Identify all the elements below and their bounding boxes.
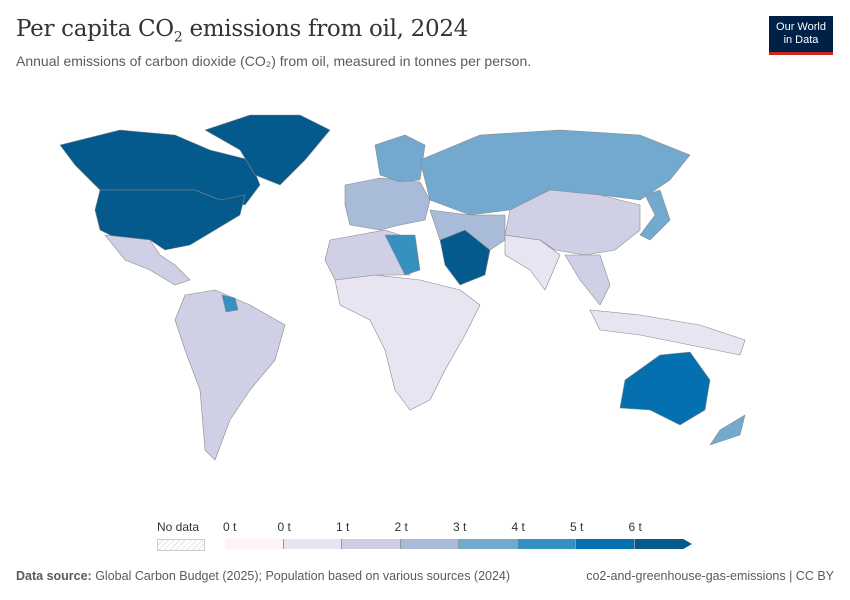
region-indonesia-png[interactable] <box>589 309 746 356</box>
legend-bin[interactable] <box>283 539 342 549</box>
region-china-mongolia[interactable] <box>504 189 641 256</box>
legend-tick-label: 0 t <box>277 520 291 534</box>
world-map <box>59 114 746 461</box>
legend-tick-label: 2 t <box>394 520 408 534</box>
region-guyana[interactable] <box>221 294 239 313</box>
region-europe[interactable] <box>344 177 431 231</box>
region-southeast-asia[interactable] <box>564 254 611 306</box>
chart-slug-license[interactable]: co2-and-greenhouse-gas-emissions | CC BY <box>586 569 834 583</box>
region-new-zealand[interactable] <box>709 414 746 446</box>
legend-bin[interactable] <box>225 539 284 549</box>
owid-logo[interactable]: Our World in Data <box>769 16 833 55</box>
legend-bin[interactable] <box>400 539 459 549</box>
legend-bin[interactable] <box>576 539 635 549</box>
region-africa[interactable] <box>334 274 481 411</box>
legend-bin[interactable] <box>342 539 401 549</box>
data-source: Data source: Global Carbon Budget (2025)… <box>16 569 511 583</box>
legend-bin[interactable] <box>459 539 518 549</box>
region-south-america[interactable] <box>174 289 286 461</box>
page-subtitle: Annual emissions of carbon dioxide (CO₂)… <box>16 53 532 69</box>
legend-bin[interactable] <box>517 539 576 549</box>
region-libya[interactable] <box>384 234 421 276</box>
legend-tick-label: 4 t <box>511 520 525 534</box>
color-legend: No data 0 t 0 t 1 t 2 t 3 t 4 t 5 t 6 t <box>0 515 850 555</box>
region-scandinavia[interactable] <box>374 134 426 183</box>
legend-tick-label: 3 t <box>453 520 467 534</box>
legend-bin[interactable] <box>634 539 692 549</box>
no-data-label: No data <box>157 520 200 534</box>
region-australia[interactable] <box>619 351 711 426</box>
region-iran-middle-east[interactable] <box>429 209 506 251</box>
legend-tick-label: 5 t <box>570 520 584 534</box>
page-title: Per capita CO2 emissions from oil, 2024 <box>16 16 468 46</box>
no-data-swatch[interactable] <box>157 539 205 551</box>
region-greenland[interactable] <box>204 114 331 186</box>
region-usa[interactable] <box>94 189 246 251</box>
region-japan-korea[interactable] <box>639 189 671 241</box>
legend-tick-label: 6 t <box>628 520 642 534</box>
legend-tick-label: 0 t <box>223 520 237 534</box>
region-mexico-central[interactable] <box>104 234 191 286</box>
legend-tick-label: 1 t <box>336 520 350 534</box>
